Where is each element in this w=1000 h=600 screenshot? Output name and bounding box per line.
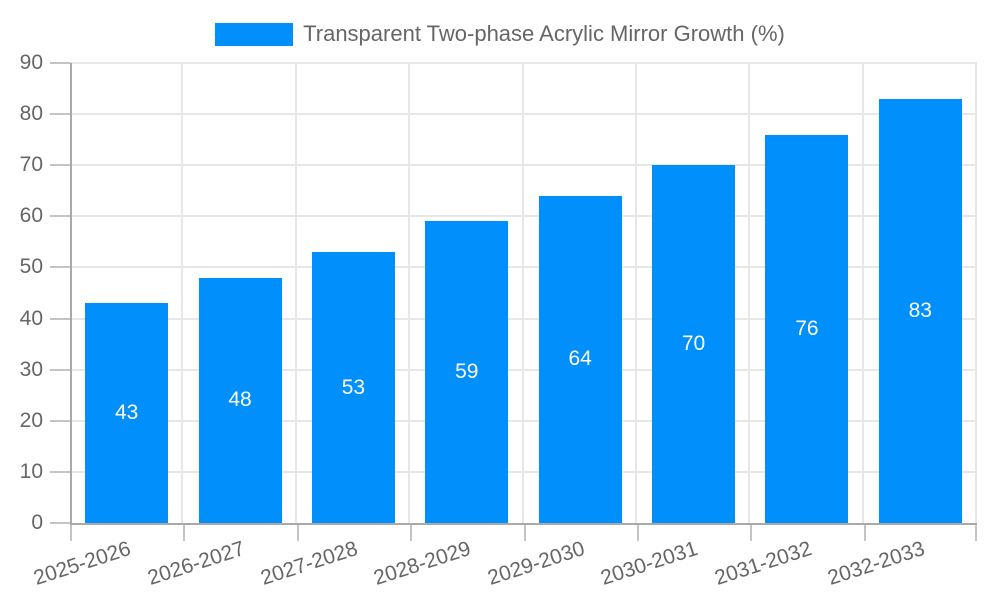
y-axis-tick [50,215,70,218]
y-axis-tick-label: 80 [19,102,43,126]
y-axis-tick [50,470,70,473]
vertical-gridline [748,63,751,523]
y-axis-tick-label: 90 [19,51,43,74]
y-axis-tick-label: 0 [31,511,43,534]
horizontal-gridline [70,164,977,167]
x-axis-label: 2030-2031 [598,537,701,590]
bar[interactable] [425,221,509,523]
bar-value-label: 83 [908,298,932,322]
bar[interactable] [652,165,736,523]
y-axis-tick [50,317,70,320]
y-axis-tick-label: 20 [19,408,43,432]
x-axis-tick [750,523,753,541]
horizontal-gridline [70,215,977,218]
bar[interactable] [198,277,282,523]
y-axis-tick [50,113,70,116]
y-axis-tick [50,419,70,422]
x-axis-tick [636,523,639,541]
vertical-gridline [861,63,864,523]
bar[interactable] [878,98,962,523]
y-axis-tick-label: 10 [19,459,43,483]
y-axis-line [70,63,72,523]
y-axis-tick-label: 50 [19,255,43,279]
x-axis-tick [975,523,977,541]
y-axis-tick [50,164,70,167]
y-axis-tick-label: 30 [19,357,43,381]
y-axis-tick-label: 70 [19,153,43,177]
vertical-gridline [634,63,637,523]
bar[interactable] [765,134,849,523]
horizontal-gridline [70,62,977,65]
y-axis-tick [50,62,70,65]
legend[interactable]: Transparent Two-phase Acrylic Mirror Gro… [0,21,1000,47]
horizontal-gridline [70,266,977,269]
y-axis-tick [50,368,70,371]
x-axis-tick [183,523,186,541]
x-axis-label: 2027-2028 [257,537,361,590]
x-axis-label: 2029-2030 [484,537,588,590]
x-axis-label: 2025-2026 [31,537,134,590]
bar[interactable] [311,252,395,523]
legend-label: Transparent Two-phase Acrylic Mirror Gro… [303,21,785,46]
bar-value-label: 43 [115,401,139,425]
bar-value-label: 48 [228,388,252,412]
bar-value-label: 64 [568,347,592,371]
horizontal-gridline [70,113,977,116]
bar-value-label: 53 [341,375,366,399]
vertical-gridline [408,63,411,523]
x-axis-tick [863,523,866,541]
vertical-gridline [294,63,297,523]
x-axis-tick [70,523,72,541]
horizontal-gridline [70,368,977,371]
horizontal-gridline [70,317,977,320]
y-axis-tick-label: 40 [19,306,43,330]
x-axis-tick [523,523,526,541]
vertical-gridline [521,63,524,523]
vertical-gridline [975,63,977,523]
x-axis-label: 2026-2027 [144,537,248,590]
vertical-gridline [181,63,184,523]
y-axis-tick [50,522,70,524]
bar-value-label: 59 [455,360,479,384]
bar[interactable] [85,303,169,523]
bar[interactable] [538,195,622,523]
x-axis-label: 2028-2029 [371,537,474,590]
y-axis-tick [50,266,70,269]
horizontal-gridline [70,470,977,473]
horizontal-gridline [70,419,977,422]
x-axis-tick [410,523,413,541]
y-axis-tick-label: 60 [19,204,43,228]
legend-swatch-icon [215,22,294,46]
plot-area: 0 10 20 30 40 50 60 70 80 90 43 2025-2026 48 2026-202… [20,52,977,590]
x-axis-tick [296,523,299,541]
bar-value-label: 70 [681,332,706,356]
x-axis-line [70,523,977,525]
bar-value-label: 76 [795,316,819,340]
x-axis-label: 2032-2033 [824,537,928,590]
x-axis-label: 2031-2032 [711,537,815,590]
